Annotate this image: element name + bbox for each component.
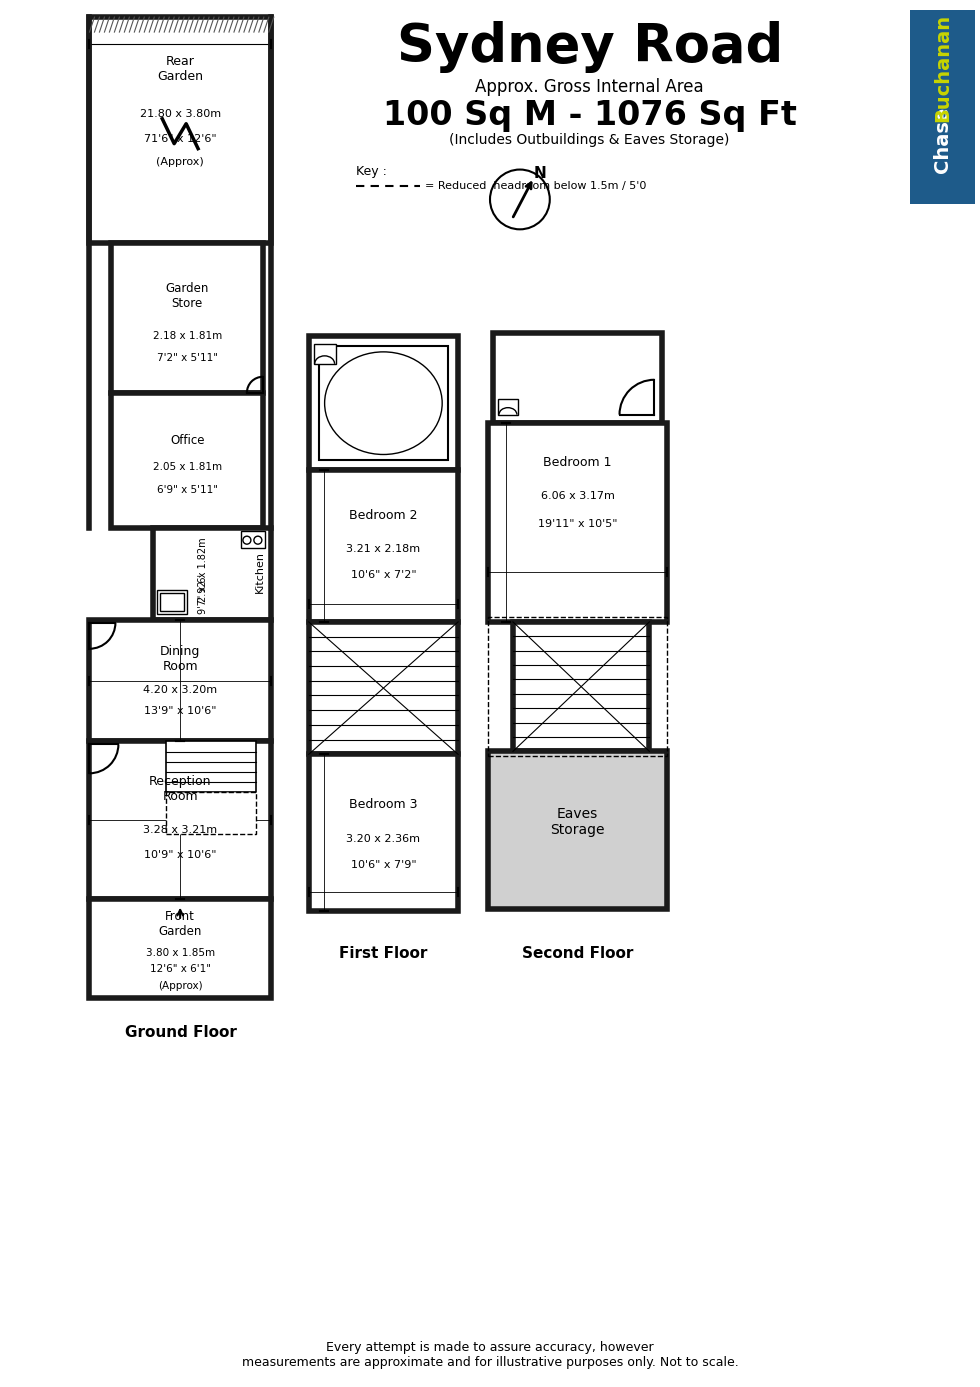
Bar	[488, 752, 667, 908]
Bar	[112, 393, 263, 528]
Bar	[167, 792, 256, 834]
Text: 3.28 x 3.21m: 3.28 x 3.21m	[143, 824, 218, 835]
Text: 2.18 x 1.81m: 2.18 x 1.81m	[153, 331, 221, 341]
Bar	[89, 17, 270, 243]
Text: Rear
Garden: Rear Garden	[157, 55, 203, 83]
Text: 4.20 x 3.20m: 4.20 x 3.20m	[143, 685, 218, 695]
Text: (Includes Outbuildings & Eaves Storage): (Includes Outbuildings & Eaves Storage)	[450, 133, 730, 147]
Bar	[513, 621, 650, 752]
Text: 3.21 x 2.18m: 3.21 x 2.18m	[346, 544, 420, 555]
Bar	[241, 531, 265, 548]
Text: First Floor: First Floor	[339, 946, 427, 961]
Text: 3.80 x 1.85m: 3.80 x 1.85m	[146, 947, 215, 957]
Bar	[112, 393, 263, 528]
Text: Sydney Road: Sydney Road	[397, 21, 783, 74]
Text: 100 Sq M - 1076 Sq Ft: 100 Sq M - 1076 Sq Ft	[382, 100, 797, 132]
Text: 71'6" x 12'6": 71'6" x 12'6"	[144, 135, 217, 144]
Bar	[89, 620, 270, 742]
Text: Every attempt is made to assure accuracy, however
measurements are approximate a: Every attempt is made to assure accuracy…	[242, 1341, 738, 1369]
Text: Ground Floor: Ground Floor	[125, 1025, 237, 1040]
Text: (Approx): (Approx)	[156, 157, 204, 166]
Bar	[309, 470, 458, 621]
Bar	[153, 528, 270, 620]
Bar	[488, 617, 667, 756]
Text: Office: Office	[170, 434, 205, 447]
Text: 21.80 x 3.80m: 21.80 x 3.80m	[139, 110, 220, 119]
Text: 10'9" x 10'6": 10'9" x 10'6"	[144, 850, 217, 860]
Text: N: N	[533, 166, 546, 182]
Bar	[314, 344, 335, 363]
Text: 6'9" x 5'11": 6'9" x 5'11"	[157, 485, 218, 495]
Text: Bedroom 1: Bedroom 1	[544, 456, 612, 469]
Text: Key :: Key :	[356, 165, 386, 178]
Bar	[309, 621, 458, 755]
Text: 6.06 x 3.17m: 6.06 x 3.17m	[541, 491, 614, 501]
Text: Approx. Gross Internal Area: Approx. Gross Internal Area	[475, 78, 704, 96]
Text: 2.92 x 1.82m: 2.92 x 1.82m	[198, 537, 208, 602]
Bar	[488, 423, 667, 621]
Text: 10'6" x 7'2": 10'6" x 7'2"	[351, 570, 416, 580]
Bar	[157, 589, 187, 614]
Bar	[309, 336, 458, 470]
Bar	[910, 10, 975, 204]
Bar	[89, 899, 270, 999]
Text: 12'6" x 6'1": 12'6" x 6'1"	[150, 964, 211, 974]
Text: Bedroom 2: Bedroom 2	[349, 509, 417, 523]
Text: 2.05 x 1.81m: 2.05 x 1.81m	[153, 462, 221, 472]
Bar	[318, 345, 448, 460]
Text: Kitchen: Kitchen	[255, 551, 265, 594]
Text: Buchanan: Buchanan	[933, 14, 953, 122]
Bar	[309, 755, 458, 911]
Text: Bedroom 3: Bedroom 3	[349, 798, 417, 811]
Bar	[89, 742, 270, 899]
Text: 3.20 x 2.36m: 3.20 x 2.36m	[346, 834, 420, 843]
Text: 13'9" x 10'6": 13'9" x 10'6"	[144, 706, 217, 716]
Bar	[493, 333, 662, 423]
Text: 9'7" x 6': 9'7" x 6'	[198, 574, 208, 614]
Text: Dining
Room: Dining Room	[160, 645, 200, 673]
Ellipse shape	[324, 352, 442, 455]
Text: Eaves
Storage: Eaves Storage	[551, 807, 605, 838]
Text: = Reduced  headroom below 1.5m / 5'0: = Reduced headroom below 1.5m / 5'0	[425, 182, 647, 191]
Text: Front
Garden: Front Garden	[159, 910, 202, 938]
Bar	[161, 594, 184, 610]
Bar	[498, 398, 517, 415]
Text: Second Floor: Second Floor	[522, 946, 633, 961]
Text: 7'2" x 5'11": 7'2" x 5'11"	[157, 354, 218, 363]
Text: Chase: Chase	[933, 107, 953, 173]
Text: (Approx): (Approx)	[158, 981, 203, 990]
Text: Reception
Room: Reception Room	[149, 774, 212, 803]
Bar	[167, 742, 256, 792]
Text: Garden
Store: Garden Store	[166, 282, 209, 309]
Bar	[112, 243, 263, 393]
Text: 10'6" x 7'9": 10'6" x 7'9"	[351, 860, 416, 871]
Bar	[112, 243, 263, 393]
Text: 19'11" x 10'5": 19'11" x 10'5"	[538, 519, 617, 530]
